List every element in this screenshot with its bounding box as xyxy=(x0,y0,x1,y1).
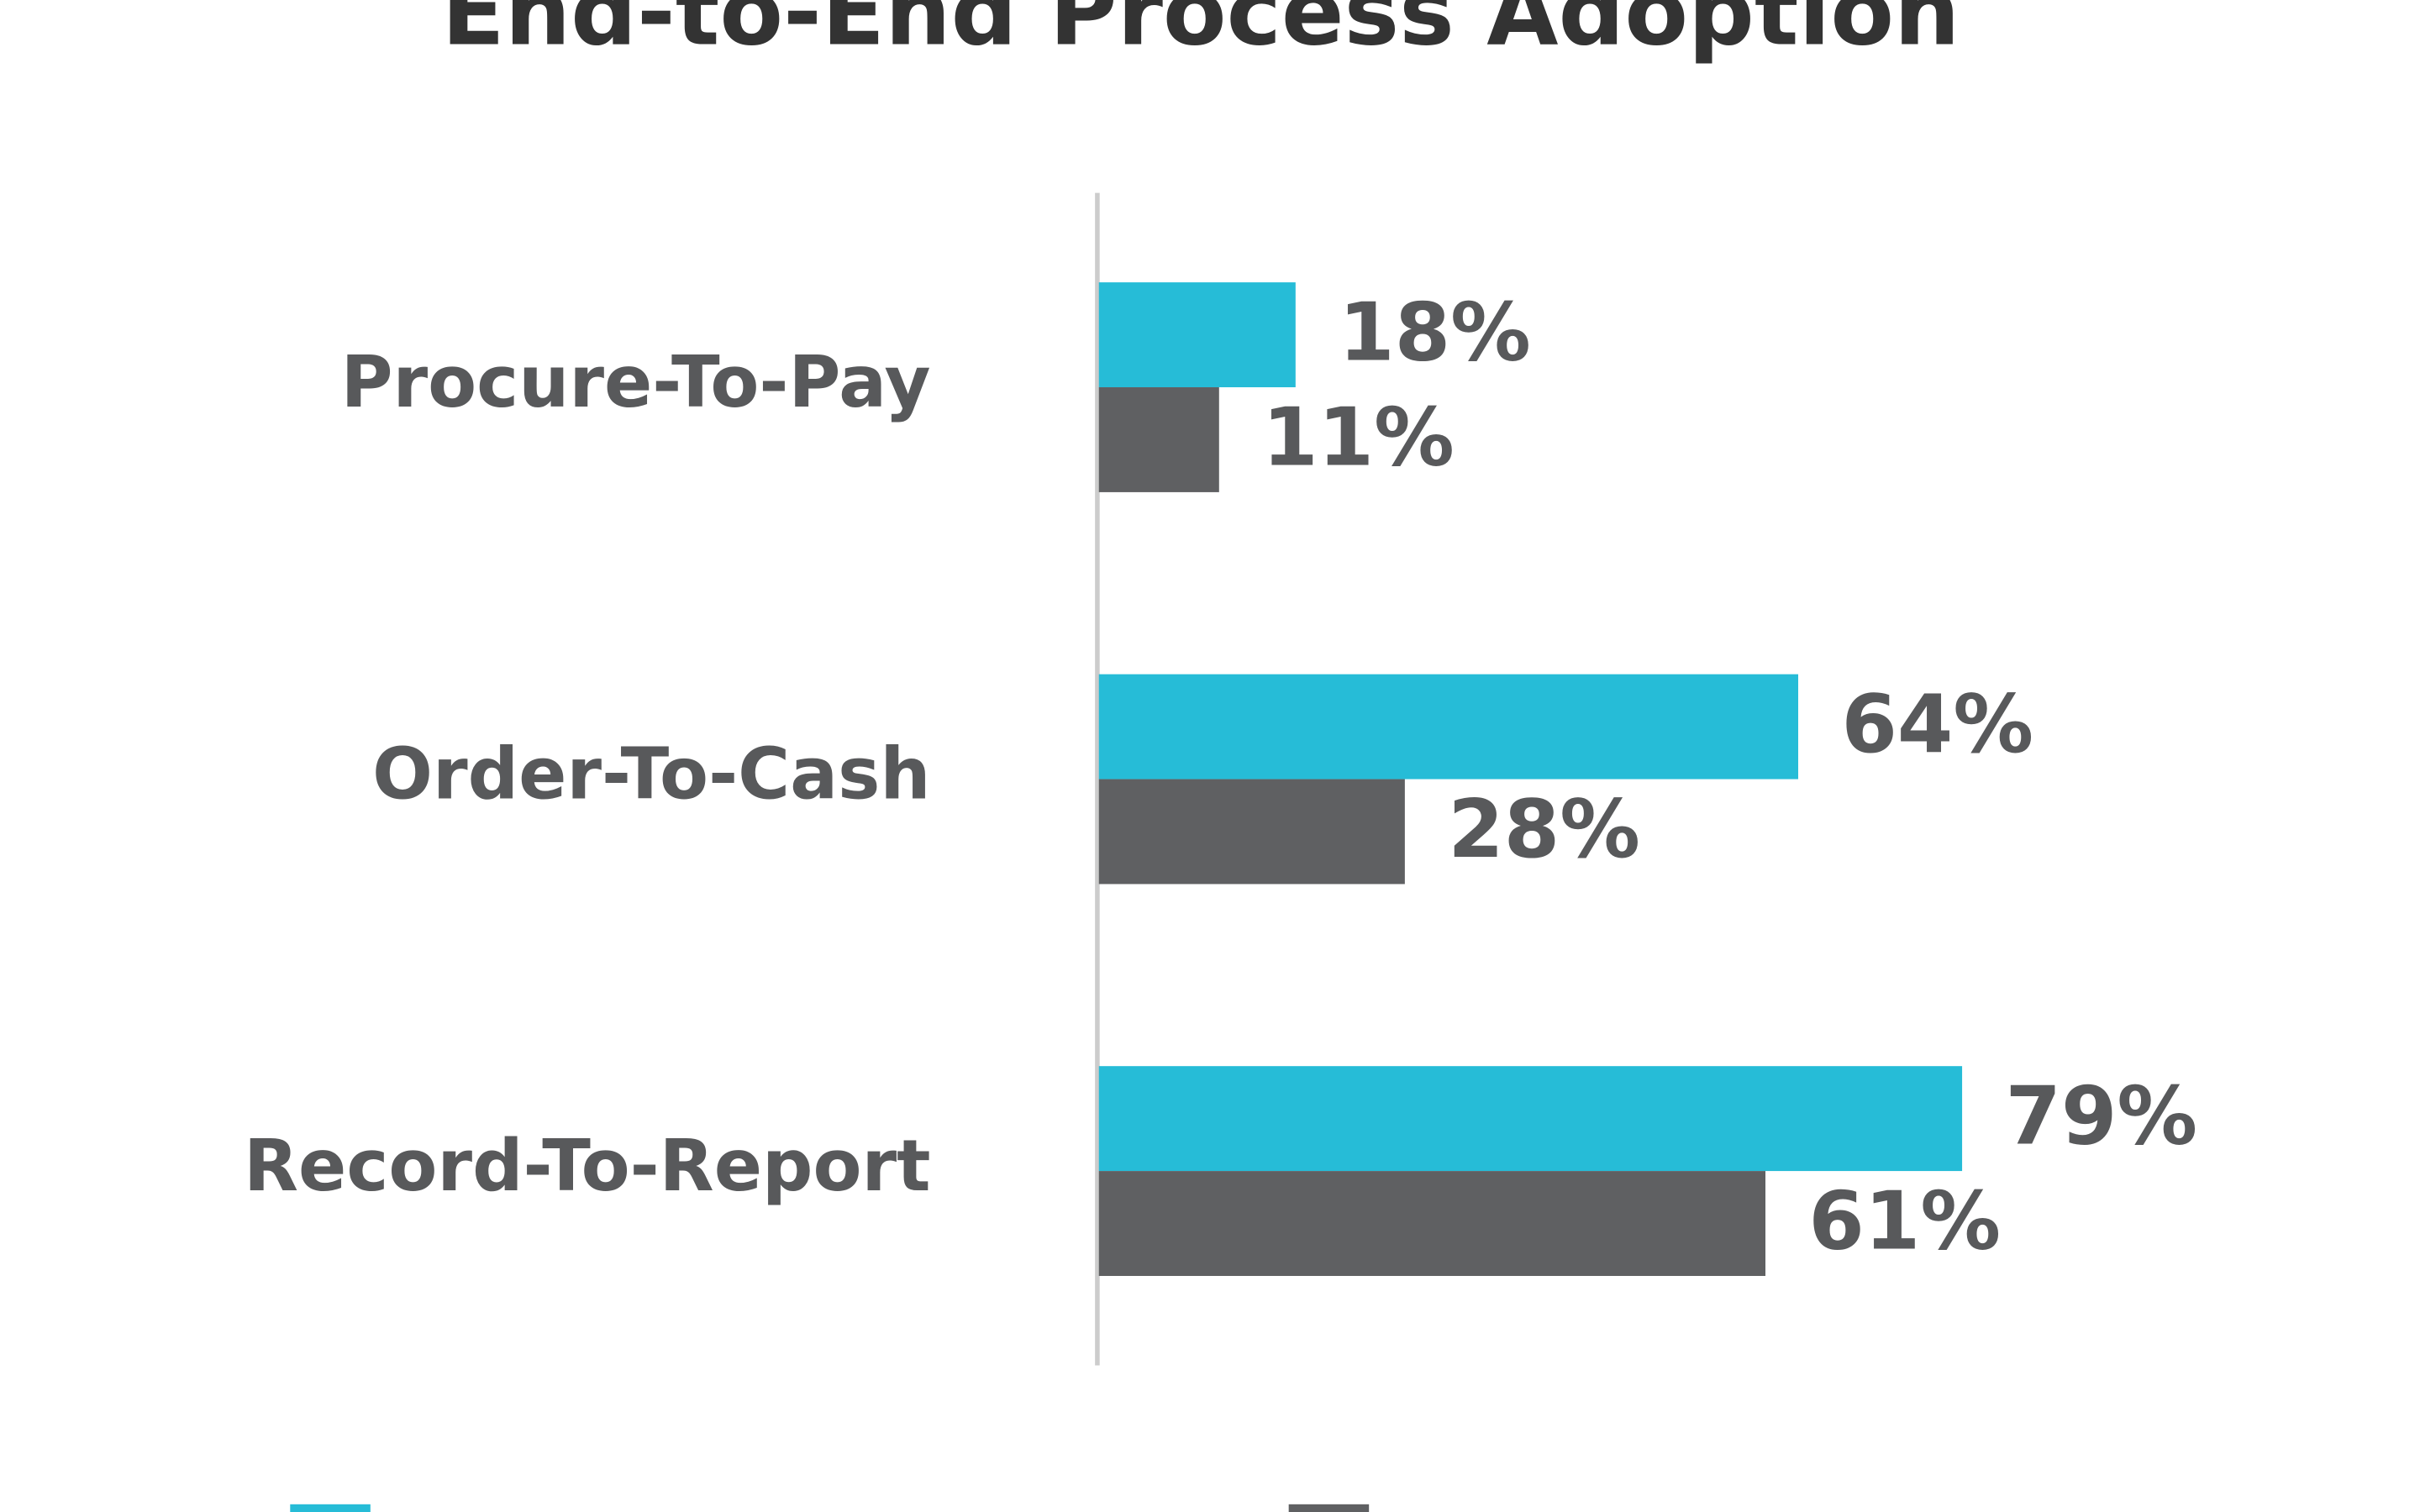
bar xyxy=(1098,282,1296,388)
bar xyxy=(1098,1066,1963,1172)
legend-swatch xyxy=(290,1504,371,1512)
category-label: Procure-To-Pay xyxy=(341,341,931,423)
legend-swatch xyxy=(1288,1504,1370,1512)
value-label: 11% xyxy=(1262,391,1455,485)
value-label: 28% xyxy=(1448,782,1640,876)
bar xyxy=(1098,1171,1766,1276)
value-label: 18% xyxy=(1339,286,1531,380)
value-label: 79% xyxy=(2006,1069,2198,1163)
category-label: Order-To-Cash xyxy=(372,732,930,815)
bar xyxy=(1098,387,1219,492)
value-label: 61% xyxy=(1808,1174,2001,1268)
chart-title: End-to-End Process Adoption xyxy=(441,0,1960,66)
bar xyxy=(1098,674,1799,780)
category-label: Record-To-Report xyxy=(244,1125,931,1207)
bar xyxy=(1098,779,1405,885)
value-label: 64% xyxy=(1841,677,2033,771)
